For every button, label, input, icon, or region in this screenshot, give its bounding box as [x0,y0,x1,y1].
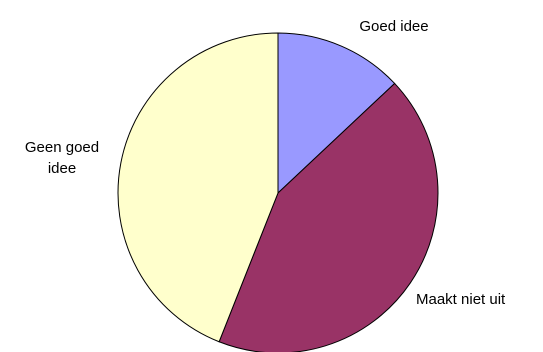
pie-slice-goed-idee [277,32,396,195]
pie-slice-geen-goed-idee [117,32,279,343]
slice-labels: Goed idee Maakt niet uit Geen goed idee [25,18,506,308]
label-goed-idee: Goed idee [359,18,428,35]
pie-slices [117,32,439,352]
pie-slice-maakt-niet-uit [218,82,439,352]
label-maakt-niet-uit: Maakt niet uit [416,291,506,308]
label-geen-goed-idee: Geen goed idee [25,139,99,177]
